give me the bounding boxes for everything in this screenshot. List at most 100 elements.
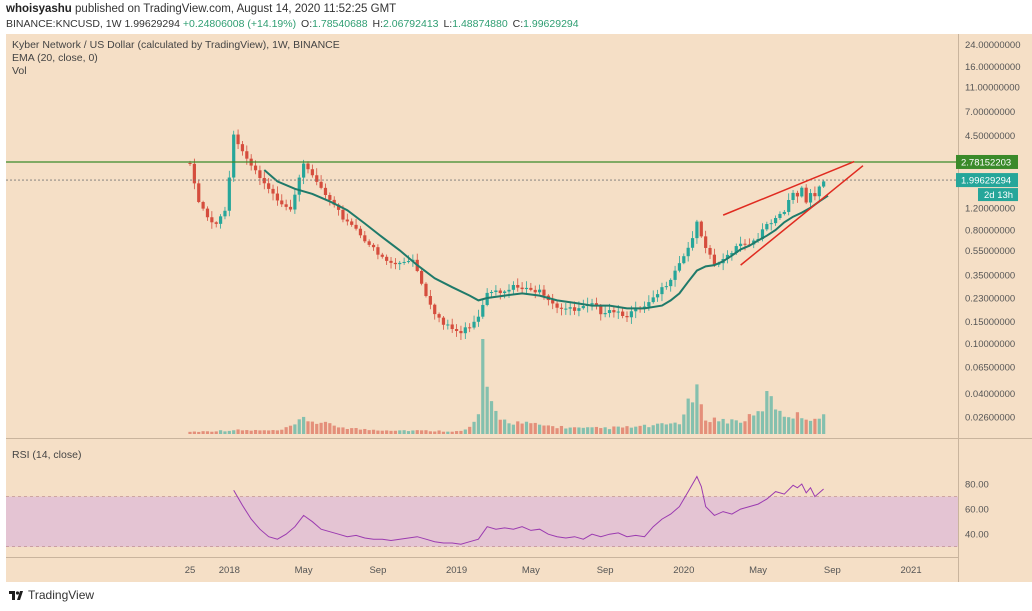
volume-bar bbox=[433, 431, 437, 434]
volume-bar bbox=[468, 426, 472, 434]
candle-body bbox=[323, 187, 328, 196]
candle-body bbox=[551, 300, 555, 304]
price-chart[interactable]: 24.00000000 16.00000000 11.00000000 7.00000… bbox=[0, 34, 1032, 582]
publish-line: whoisyashu published on TradingView.com,… bbox=[6, 3, 396, 15]
candle-body bbox=[223, 210, 227, 217]
price-tick-label: 0.04000000 bbox=[965, 389, 1015, 400]
volume-bar bbox=[795, 412, 800, 434]
last-price: 1.99629294 bbox=[124, 18, 180, 30]
publish-info: published on TradingView.com, August 14,… bbox=[75, 3, 397, 15]
candle-body bbox=[712, 254, 716, 265]
candle-body bbox=[245, 151, 249, 159]
volume-bar bbox=[424, 430, 428, 434]
volume-bar bbox=[302, 416, 306, 434]
candle-body bbox=[507, 289, 511, 292]
volume-bar bbox=[817, 418, 821, 434]
volume-bar bbox=[559, 425, 564, 434]
candle-body bbox=[489, 292, 494, 294]
volume-bar bbox=[350, 428, 354, 434]
volume-bar bbox=[682, 414, 686, 434]
candle-body bbox=[385, 256, 389, 261]
candle-body bbox=[743, 243, 747, 245]
candle-body bbox=[568, 307, 572, 309]
candle-body bbox=[695, 221, 699, 239]
candle-body bbox=[590, 303, 594, 305]
volume-bar bbox=[472, 421, 476, 434]
volume-bar bbox=[253, 429, 258, 434]
volume-bar bbox=[249, 430, 253, 434]
low-label: L: bbox=[443, 18, 453, 30]
candle-body bbox=[468, 327, 472, 329]
price-tick-label: 0.10000000 bbox=[965, 339, 1015, 350]
volume-bar bbox=[721, 418, 725, 434]
volume-bar bbox=[446, 431, 450, 434]
volume-bar bbox=[581, 427, 585, 434]
candle-body bbox=[533, 289, 537, 293]
candle-body bbox=[498, 290, 502, 294]
volume-bar bbox=[603, 427, 607, 434]
volume-bar bbox=[660, 423, 664, 434]
price-tick-label: 11.00000000 bbox=[965, 82, 1020, 93]
candle-body bbox=[765, 224, 769, 230]
author-name[interactable]: whoisyashu bbox=[6, 3, 72, 15]
candle-body bbox=[625, 315, 629, 318]
rising-wedge bbox=[722, 160, 864, 266]
candle-body bbox=[511, 285, 515, 290]
candle-body bbox=[267, 183, 271, 189]
price-tick-label: 0.35000000 bbox=[965, 271, 1015, 282]
close-label: C: bbox=[512, 18, 524, 30]
volume-bar bbox=[385, 430, 389, 434]
open-value: 1.78540688 bbox=[312, 18, 368, 30]
volume-bar bbox=[236, 429, 240, 434]
close-value: 1.99629294 bbox=[523, 18, 579, 30]
chart-area[interactable]: 24.00000000 16.00000000 11.00000000 7.00000… bbox=[0, 34, 1032, 582]
candle-body bbox=[773, 218, 778, 224]
tradingview-brand[interactable]: TradingView bbox=[8, 588, 94, 602]
volume-bar bbox=[564, 428, 568, 434]
candle-body bbox=[651, 297, 655, 303]
candle-body bbox=[782, 211, 786, 214]
volume-bar bbox=[354, 428, 358, 434]
last-price-badge-label: 1.99629294 bbox=[961, 176, 1011, 187]
candle-body bbox=[302, 163, 306, 178]
volume-bar bbox=[437, 430, 441, 434]
volume-bar bbox=[441, 431, 446, 434]
symbol: BINANCE:KNCUSD, 1W bbox=[6, 18, 122, 30]
volume-bar bbox=[664, 424, 668, 434]
candle-body bbox=[463, 327, 467, 334]
candle-body bbox=[682, 256, 686, 264]
volume-bar bbox=[638, 425, 642, 434]
candle-body bbox=[699, 221, 703, 237]
volume-bar bbox=[415, 430, 419, 434]
time-tick-label: May bbox=[749, 565, 767, 576]
candle-body bbox=[494, 290, 498, 293]
candle-body bbox=[380, 254, 384, 257]
volume-bar bbox=[240, 430, 245, 434]
candle-body bbox=[350, 221, 354, 225]
candle-body bbox=[612, 310, 616, 313]
candle-body bbox=[599, 305, 603, 315]
candle-body bbox=[192, 163, 196, 184]
volume-bar bbox=[262, 430, 266, 434]
volume-bar bbox=[800, 418, 804, 434]
candle-body bbox=[594, 303, 599, 306]
tradingview-logo-icon bbox=[9, 591, 23, 600]
high-value: 2.06792413 bbox=[383, 18, 439, 30]
volume-bar bbox=[306, 421, 310, 434]
volume-bar bbox=[494, 410, 498, 434]
candle-body bbox=[328, 195, 332, 200]
volume-bar bbox=[725, 423, 730, 434]
time-tick-label: 2019 bbox=[446, 565, 467, 576]
rsi-axis-ticks: 80.00 60.00 40.00 bbox=[965, 480, 989, 541]
candle-body bbox=[621, 311, 625, 316]
candle-body bbox=[315, 175, 319, 182]
volume-bar bbox=[328, 423, 332, 434]
volume-bar bbox=[454, 431, 459, 434]
rsi-band-fill bbox=[6, 496, 958, 547]
volume-bar bbox=[503, 419, 507, 434]
candle-body bbox=[188, 162, 192, 164]
candle-body bbox=[284, 204, 288, 207]
volume-bar bbox=[752, 415, 756, 434]
price-tick-label: 0.23000000 bbox=[965, 293, 1015, 304]
price-tick-label: 0.02600000 bbox=[965, 412, 1015, 423]
